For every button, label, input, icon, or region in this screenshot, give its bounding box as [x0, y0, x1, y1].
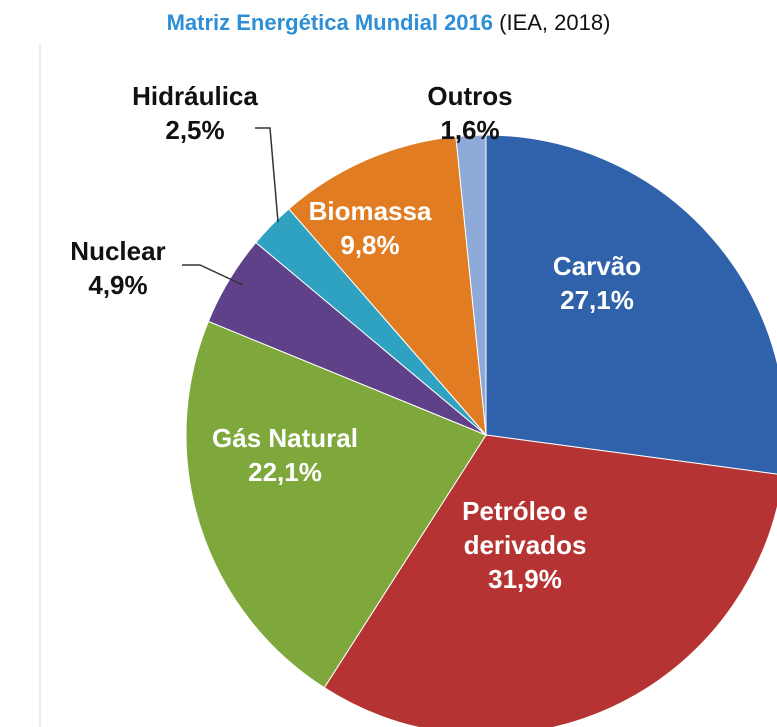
value-label: 2,5% — [115, 113, 275, 147]
value-label: 9,8% — [290, 228, 450, 262]
value-label: 22,1% — [185, 455, 385, 489]
category-label: Petróleo e derivados — [445, 494, 605, 562]
value-label: 27,1% — [507, 283, 687, 317]
category-label: Gás Natural — [185, 421, 385, 455]
page: {"chart_data": {"type": "pie", "title": … — [0, 0, 777, 727]
value-label: 4,9% — [48, 268, 188, 302]
category-label: Outros — [400, 79, 540, 113]
value-label: 31,9% — [445, 562, 605, 596]
category-label: Biomassa — [290, 194, 450, 228]
category-label: Nuclear — [48, 234, 188, 268]
category-label: Carvão — [507, 249, 687, 283]
value-label: 1,6% — [400, 113, 540, 147]
category-label: Hidráulica — [115, 79, 275, 113]
